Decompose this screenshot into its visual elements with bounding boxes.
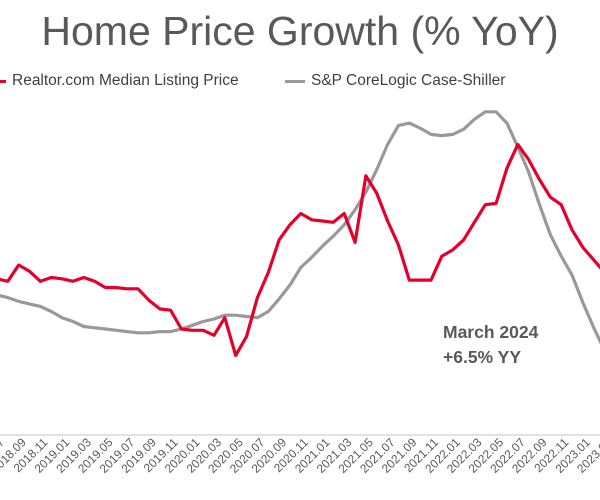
annotation-line2: +6.5% YY bbox=[443, 347, 521, 367]
series-line-realtor bbox=[0, 142, 600, 357]
legend-label-case-shiller: S&P CoreLogic Case-Shiller bbox=[311, 72, 506, 89]
legend-item-realtor: Realtor.com Median Listing Price bbox=[0, 72, 239, 90]
legend-item-case-shiller: S&P CoreLogic Case-Shiller bbox=[285, 72, 505, 90]
legend-label-realtor: Realtor.com Median Listing Price bbox=[12, 72, 239, 89]
chart-title: Home Price Growth (% YoY) bbox=[41, 8, 559, 54]
legend-swatch-case-shiller bbox=[285, 79, 305, 83]
x-axis-ticks: 2018.072018.092018.112019.012019.032019.… bbox=[0, 435, 600, 476]
series-lines bbox=[0, 110, 600, 357]
annotation: March 2024 +6.5% YY bbox=[443, 320, 538, 370]
legend-swatch-realtor bbox=[0, 79, 6, 83]
series-line-case-shiller bbox=[0, 110, 600, 345]
annotation-line1: March 2024 bbox=[443, 322, 539, 342]
